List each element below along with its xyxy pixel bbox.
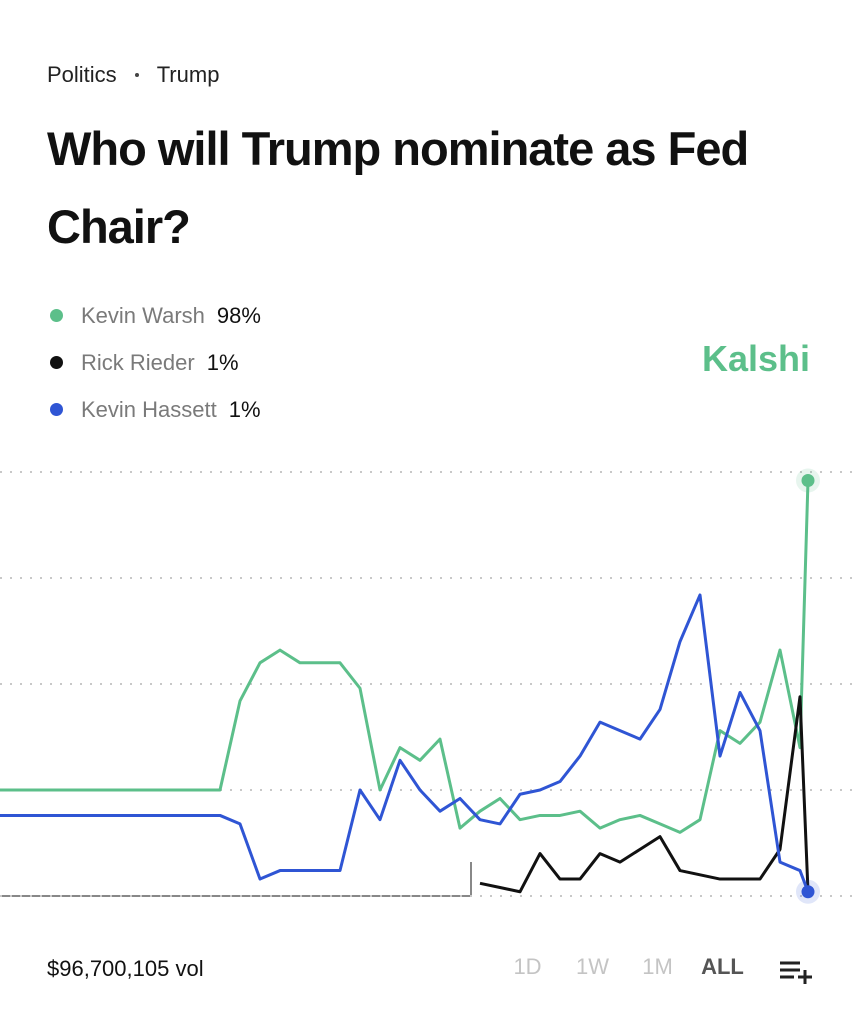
end-point xyxy=(801,473,815,487)
legend: Kevin Warsh 98% Rick Rieder 1% Kevin Hassett… xyxy=(47,292,261,433)
timeframe-button[interactable]: 1D xyxy=(513,954,542,979)
timeframe-button[interactable]: ALL xyxy=(701,954,744,979)
chart xyxy=(0,468,858,904)
timeframe-button[interactable]: 1M xyxy=(642,954,673,979)
series-line xyxy=(479,695,810,894)
menu-icon[interactable] xyxy=(778,956,818,986)
end-point xyxy=(801,885,815,899)
legend-value: 1% xyxy=(228,396,261,422)
legend-swatch xyxy=(50,356,63,369)
volume: $96,700,105 vol xyxy=(47,956,204,981)
legend-swatch xyxy=(50,403,63,416)
breadcrumb: Politics Trump xyxy=(47,62,219,88)
series-line xyxy=(0,593,810,893)
legend-entry: Kevin Hassett 1% xyxy=(47,386,261,433)
legend-entry: Rick Rieder 1% xyxy=(47,339,261,386)
legend-name: Kevin Hassett xyxy=(81,396,217,422)
legend-value: 98% xyxy=(216,302,261,328)
legend-value: 1% xyxy=(206,349,239,375)
breadcrumb-item[interactable]: Politics xyxy=(47,62,117,87)
icon-lines xyxy=(780,961,812,984)
legend-name: Kevin Warsh xyxy=(81,302,205,328)
series-line xyxy=(0,480,810,834)
legend-entry: Kevin Warsh 98% xyxy=(47,292,261,339)
legend-swatch xyxy=(50,309,63,322)
legend-name: Rick Rieder xyxy=(81,349,195,375)
timeframes: 1D 1W 1M ALL xyxy=(495,954,755,980)
brand: Kalshi xyxy=(701,338,810,379)
separator xyxy=(134,73,139,77)
timeframe-button[interactable]: 1W xyxy=(576,954,609,979)
title: Who will Trump nominate as Fed Chair? xyxy=(47,122,749,253)
breadcrumb-item[interactable]: Trump xyxy=(156,62,220,87)
